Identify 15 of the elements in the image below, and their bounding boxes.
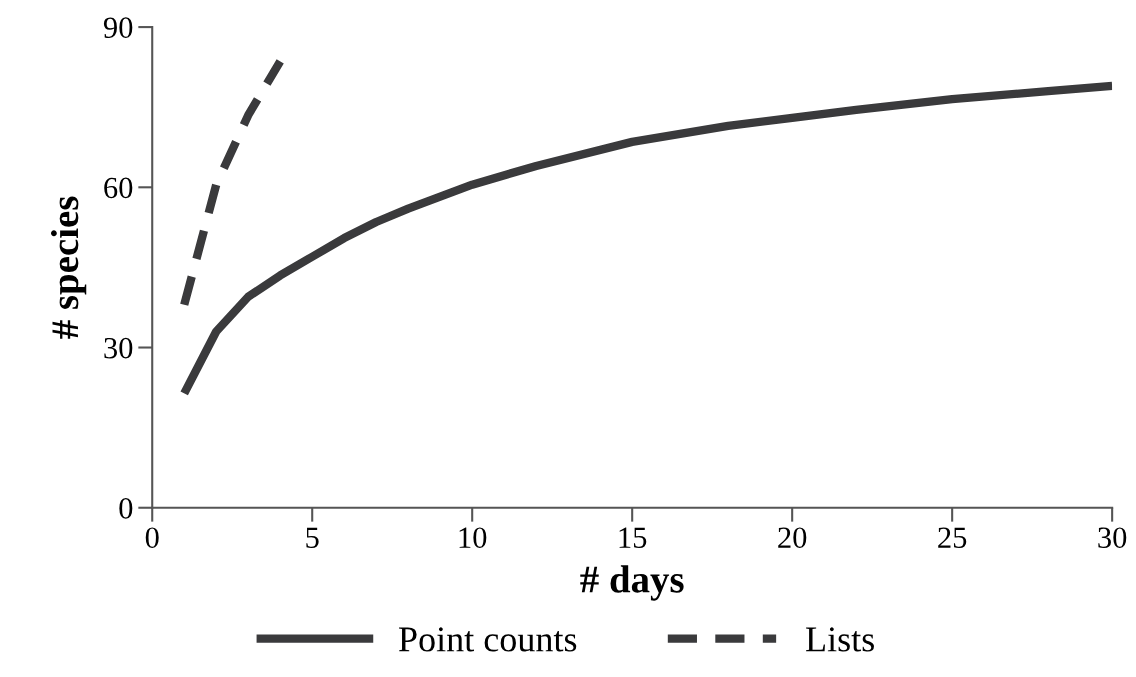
legend-label: Lists: [806, 627, 874, 652]
legend-label: Point counts: [399, 627, 577, 652]
x-tick-label: 30: [1098, 527, 1127, 548]
x-tick-label: 10: [459, 527, 487, 548]
y-tick-label: 0: [119, 498, 133, 519]
y-tick-label: 90: [103, 17, 133, 38]
x-tick-label: 0: [145, 527, 159, 548]
y-tick-label: 30: [104, 337, 133, 359]
x-tick-label: 5: [306, 527, 319, 548]
y-axis-title: # species: [50, 196, 87, 339]
y-tick-label: 60: [104, 177, 133, 199]
x-tick-label: 15: [619, 527, 647, 548]
x-axis-title: # days: [580, 565, 684, 601]
x-tick-label: 20: [778, 527, 807, 548]
x-tick-label: 25: [938, 527, 967, 548]
